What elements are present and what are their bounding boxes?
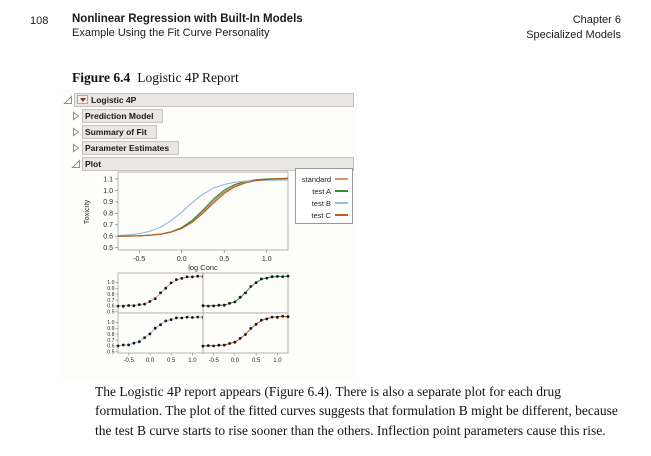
svg-text:0.6: 0.6 (107, 344, 114, 350)
running-header-right: Chapter 6 Specialized Models (526, 13, 621, 43)
svg-text:0.5: 0.5 (107, 310, 114, 316)
svg-text:0.9: 0.9 (107, 326, 114, 332)
svg-text:0.7: 0.7 (107, 338, 114, 344)
svg-text:0.0: 0.0 (177, 256, 187, 263)
svg-text:0.7: 0.7 (107, 298, 114, 304)
svg-text:0.8: 0.8 (107, 292, 114, 298)
svg-text:0.7: 0.7 (103, 222, 113, 229)
outline-label: Plot (85, 158, 102, 169)
legend-item: test B (300, 197, 348, 209)
legend-swatch-test-a (335, 190, 348, 192)
small-multiples-svg: 1.00.90.80.70.60.51.00.90.80.70.60.5-0.5… (107, 272, 290, 364)
legend-item: standard (300, 173, 348, 185)
legend-swatch-test-b (335, 202, 348, 204)
outline-row-logistic-4p: Logistic 4P (62, 92, 354, 107)
svg-text:1.0: 1.0 (262, 256, 272, 263)
svg-text:0.5: 0.5 (219, 256, 229, 263)
svg-text:Toxicity: Toxicity (82, 199, 91, 224)
outline-header-parameter-estimates[interactable]: Parameter Estimates (82, 140, 180, 155)
legend-label: standard (301, 174, 331, 184)
legend-swatch-test-c (335, 214, 348, 216)
outline-header-prediction-model[interactable]: Prediction Model (82, 108, 164, 123)
outline-row-plot: Plot (62, 156, 354, 171)
running-header-manual: Specialized Models (526, 29, 621, 41)
outline-row-parameter-estimates: Parameter Estimates (62, 140, 354, 155)
figure-caption: Figure 6.4 Logistic 4P Report (72, 70, 239, 86)
svg-text:-0.5: -0.5 (208, 358, 219, 364)
svg-text:0.9: 0.9 (107, 286, 114, 292)
svg-text:0.8: 0.8 (107, 332, 114, 338)
outline-header-plot[interactable]: Plot (82, 156, 354, 171)
svg-text:-0.5: -0.5 (123, 358, 134, 364)
svg-text:0.8: 0.8 (103, 211, 113, 218)
outline-label: Logistic 4P (91, 94, 137, 105)
legend-item: test C (300, 209, 348, 221)
svg-text:0.5: 0.5 (167, 358, 176, 364)
legend-swatch-standard (335, 178, 348, 180)
body-paragraph: The Logistic 4P report appears (Figure 6… (95, 384, 618, 438)
legend-label: test C (311, 210, 331, 220)
svg-text:0.0: 0.0 (231, 358, 240, 364)
outline-label: Prediction Model (85, 110, 154, 121)
disclosure-collapsed-icon[interactable] (70, 127, 81, 137)
svg-text:1.0: 1.0 (273, 358, 282, 364)
legend-label: test B (311, 198, 331, 208)
outline-header-summary-of-fit[interactable]: Summary of Fit (82, 124, 157, 139)
svg-text:0.5: 0.5 (107, 350, 114, 356)
running-header-subtitle: Example Using the Fit Curve Personality (72, 27, 270, 39)
running-header-title: Nonlinear Regression with Built-In Model… (72, 13, 303, 25)
svg-text:1.1: 1.1 (103, 176, 113, 183)
svg-text:-0.5: -0.5 (133, 256, 145, 263)
red-triangle-menu-icon[interactable] (77, 95, 88, 104)
svg-text:0.9: 0.9 (103, 199, 113, 206)
disclosure-expanded-icon[interactable] (70, 158, 81, 169)
figure-caption-title: Logistic 4P Report (137, 70, 239, 85)
svg-text:1.0: 1.0 (107, 280, 114, 286)
figure-caption-label: Figure 6.4 (72, 70, 131, 85)
disclosure-collapsed-icon[interactable] (70, 143, 81, 153)
svg-text:1.0: 1.0 (188, 358, 197, 364)
outline-header-logistic-4p[interactable]: Logistic 4P (74, 92, 354, 107)
jmp-report-screenshot: Logistic 4P Prediction Model Summary of … (62, 90, 354, 382)
svg-text:0.5: 0.5 (252, 358, 261, 364)
outline-label: Summary of Fit (85, 126, 147, 137)
disclosure-collapsed-icon[interactable] (70, 111, 81, 121)
outline-row-summary-of-fit: Summary of Fit (62, 124, 354, 139)
svg-text:1.0: 1.0 (107, 320, 114, 326)
legend-item: test A (300, 185, 348, 197)
svg-text:0.6: 0.6 (103, 234, 113, 241)
running-header-chapter: Chapter 6 (572, 14, 621, 26)
page-number: 108 (30, 15, 49, 27)
svg-text:0.5: 0.5 (103, 245, 113, 252)
running-header: Nonlinear Regression with Built-In Model… (72, 13, 303, 39)
plot-legend: standard test A test B test C (295, 168, 353, 224)
svg-text:0.0: 0.0 (146, 358, 155, 364)
svg-text:0.6: 0.6 (107, 304, 114, 310)
svg-text:1.0: 1.0 (103, 188, 113, 195)
legend-label: test A (312, 186, 331, 196)
disclosure-expanded-icon[interactable] (62, 94, 73, 105)
outline-label: Parameter Estimates (85, 142, 170, 153)
main-plot-svg: 1.1 1.0 0.9 0.8 0.7 0.6 0.5 -0.5 0.0 0.5 1.0 Toxici… (82, 171, 289, 272)
outline-row-prediction-model: Prediction Model (62, 108, 354, 123)
svg-text:log Conc: log Conc (188, 263, 218, 272)
